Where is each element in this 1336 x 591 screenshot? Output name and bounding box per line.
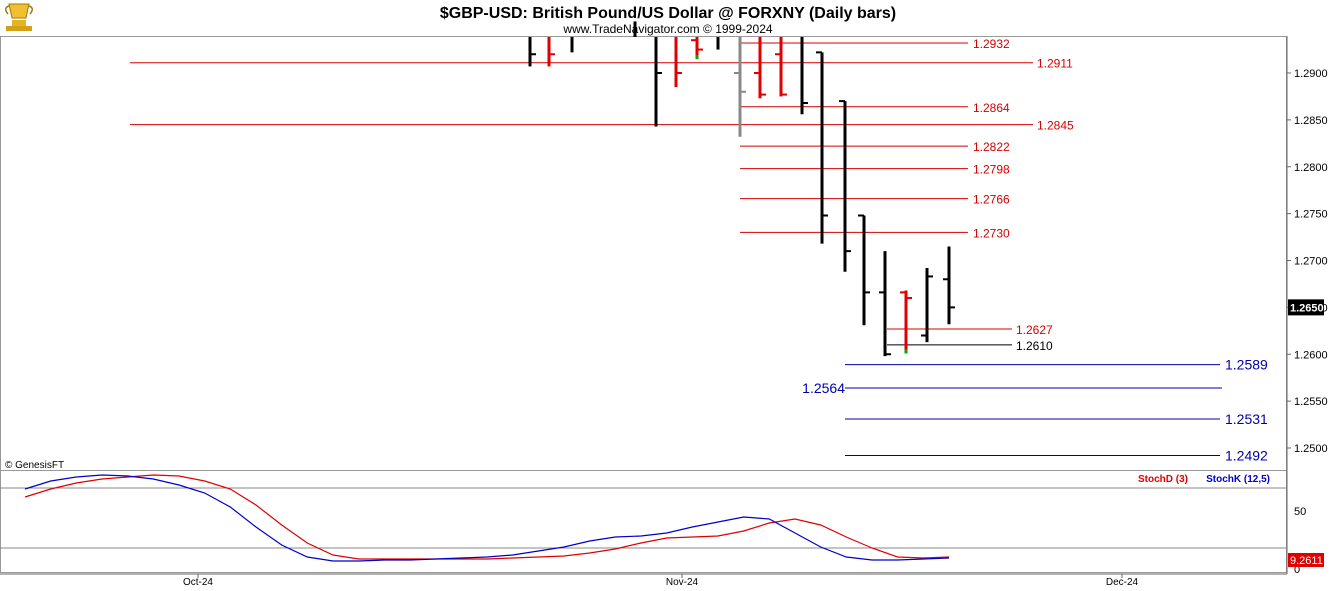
level-label: 1.2822 (973, 140, 1010, 154)
level-label: 1.2610 (1016, 339, 1053, 353)
last-price-box (1288, 299, 1324, 316)
ohlc-bar (691, 37, 703, 57)
chart-title: $GBP-USD: British Pound/US Dollar @ FORX… (440, 5, 896, 22)
level-label: 1.2627 (1016, 323, 1053, 337)
price-panel-frame (0, 36, 1287, 471)
level-label: 1.2845 (1037, 119, 1074, 133)
ohlc-bar (921, 268, 933, 343)
level-label: 1.2564 (802, 380, 845, 396)
ohlc-bar (943, 246, 955, 325)
level-label: 1.2911 (1037, 57, 1073, 71)
x-tick-label: Dec-24 (1106, 577, 1139, 588)
legend-stoch-k: StochK (12,5) (1206, 474, 1270, 485)
price-y-tick-label: 1.2750 (1294, 209, 1328, 221)
level-label: 1.2589 (1225, 357, 1268, 373)
ohlc-bar (547, 37, 555, 67)
x-tick-label: Nov-24 (666, 577, 699, 588)
level-label: 1.2864 (973, 101, 1010, 115)
legend-stoch-d: StochD (3) (1138, 474, 1188, 485)
stoch-k-line (24, 474, 950, 562)
ohlc-bar (800, 37, 808, 115)
price-panel: 1.2900 1.2850 1.2800 1.2750 1.2700 1.2650 1.26… (130, 21, 1328, 464)
ohlc-bar (839, 100, 851, 272)
signal-marker (904, 349, 908, 354)
header-bar (0, 0, 1336, 36)
stoch-panel-frame (0, 470, 1287, 573)
chart-subtitle: www.TradeNavigator.com © 1999-2024 (562, 22, 772, 36)
price-y-tick-label: 1.2800 (1294, 162, 1328, 174)
price-y-tick-label: 1.2900 (1294, 68, 1328, 80)
ohlc-bar (674, 37, 682, 88)
ohlc-bar (900, 290, 912, 351)
signal-marker (695, 55, 699, 60)
price-y-tick-label: 1.2550 (1294, 396, 1328, 408)
stoch-last-label: 9.2611 (1290, 555, 1323, 567)
ohlc-bar (754, 37, 766, 99)
ohlc-bar (528, 37, 536, 67)
x-tick-label: Oct-24 (183, 577, 213, 588)
ohlc-bar (879, 251, 891, 357)
stoch-y-tick-label: 0 (1294, 564, 1300, 576)
level-label: 1.2932 (973, 37, 1010, 51)
ohlc-bar (734, 37, 746, 137)
price-y-tick-label: 1.2700 (1294, 256, 1328, 268)
level-label: 1.2531 (1225, 411, 1268, 427)
last-price-label: 1.2650 (1290, 302, 1324, 314)
price-y-tick-label: 1.2850 (1294, 115, 1328, 127)
copyright-label: © GenesisFT (5, 460, 64, 471)
level-label: 1.2730 (973, 226, 1010, 240)
ohlc-bar (654, 37, 662, 127)
stoch-d-line (24, 474, 950, 560)
ohlc-bar (858, 214, 870, 326)
ohlc-bar (775, 37, 787, 97)
level-label: 1.2798 (973, 163, 1010, 177)
stoch-y-tick-label: 50 (1294, 506, 1306, 518)
stochastic-panel: 50 0 StochD (3) StochK (12,5) 9.2611 (0, 474, 1324, 576)
stoch-last-box (1288, 553, 1324, 567)
price-y-tick-label: 1.2500 (1294, 443, 1328, 455)
trophy-icon (5, 3, 33, 31)
x-axis: Oct-24 Nov-24 Dec-24 (183, 574, 1139, 588)
level-label: 1.2492 (1225, 448, 1268, 464)
ohlc-bar (816, 51, 828, 244)
price-y-tick-label: 1.2600 (1294, 349, 1328, 361)
level-label: 1.2766 (973, 193, 1010, 207)
